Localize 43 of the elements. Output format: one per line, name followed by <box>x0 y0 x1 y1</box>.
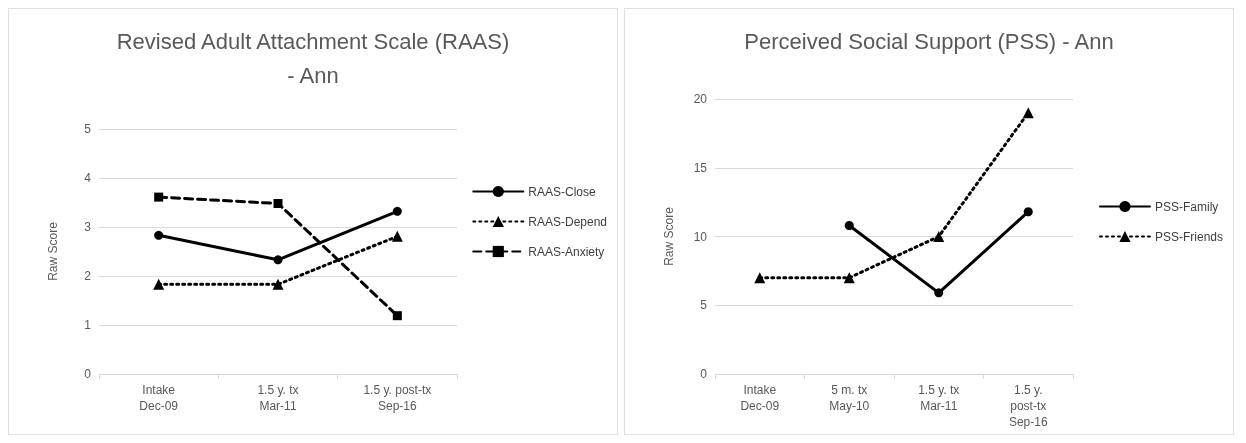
y-tick-label: 2 <box>84 269 92 283</box>
point <box>933 231 945 242</box>
legend-label: PSS-Family <box>1154 199 1219 214</box>
y-axis-title: Raw Score <box>662 206 676 266</box>
legend-label: RAAS-Close <box>528 184 596 199</box>
y-tick-label: 10 <box>693 229 708 244</box>
x-tick-label: Intake Dec-09 <box>740 383 780 413</box>
point <box>391 230 403 242</box>
y-tick-label: 15 <box>693 160 708 175</box>
point <box>273 255 283 265</box>
x-tick-label: Intake Dec-09 <box>139 383 179 413</box>
y-tick-label: 20 <box>693 92 708 106</box>
legend-label: RAAS-Depend <box>528 214 608 229</box>
y-axis-title: Raw Score <box>46 221 60 281</box>
x-tick-label: 5 m. tx May-10 <box>829 383 870 413</box>
y-tick-label: 5 <box>84 122 92 136</box>
legend-label: RAAS-Anxiety <box>528 244 605 259</box>
y-tick-label: 4 <box>84 171 92 185</box>
point <box>154 192 164 202</box>
point <box>392 206 402 216</box>
point <box>273 198 283 208</box>
legend-label: PSS-Friends <box>1154 229 1224 244</box>
point <box>392 311 402 321</box>
point <box>1022 107 1034 119</box>
point <box>754 272 766 284</box>
x-tick-label: 1.5 y. post-tx Sep-16 <box>363 383 432 413</box>
point <box>934 288 944 298</box>
y-tick-label: 1 <box>84 318 92 332</box>
point <box>153 278 165 290</box>
point <box>1023 207 1033 217</box>
point <box>272 278 284 290</box>
x-tick-label: 1.5 y. post-tx Sep-16 <box>1008 383 1048 429</box>
y-tick-label: 3 <box>84 220 92 234</box>
point <box>844 221 854 230</box>
y-tick-label: 0 <box>700 367 708 381</box>
chart-title: Perceived Social Support (PSS) - Ann <box>744 28 1114 54</box>
point <box>843 272 855 284</box>
y-tick-label: 5 <box>700 298 708 313</box>
chart-title: Revised Adult Attachment Scale (RAAS) - Ann <box>116 28 510 88</box>
y-tick-label: 0 <box>84 367 92 381</box>
x-tick-label: 1.5 y. tx Mar-11 <box>257 383 299 413</box>
point <box>154 230 164 240</box>
x-tick-label: 1.5 y. tx Mar-11 <box>918 383 960 413</box>
